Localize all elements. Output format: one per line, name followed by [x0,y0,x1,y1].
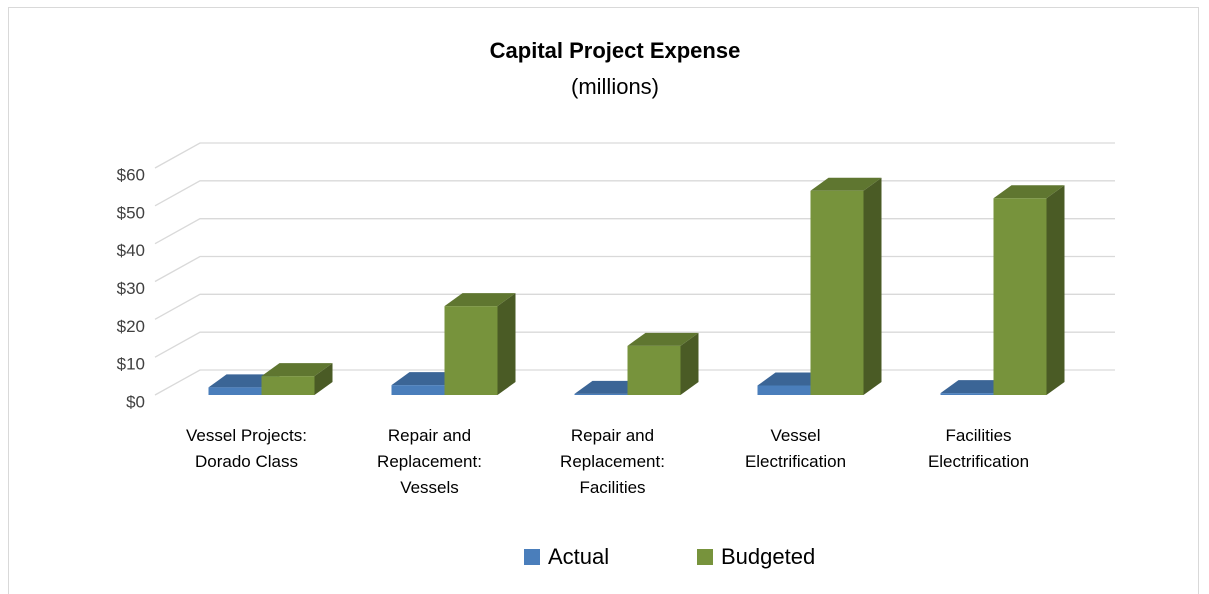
bar-side [314,363,333,395]
bar-top [444,293,516,307]
bar-front [627,345,681,395]
x-tick-label: Facilities Electrification [927,426,1030,471]
bar-front [391,385,445,395]
bar-top [261,363,333,377]
grid-line [154,180,1115,207]
bar-top [810,177,882,191]
bar-side [1046,185,1065,395]
bar-top [627,332,699,346]
x-tick-label: Vessel Projects: Dorado Class [186,426,307,471]
bar [444,293,516,395]
bar-front [993,198,1047,395]
chart-title: Capital Project Expense [490,38,741,63]
bar-front [574,393,628,395]
legend-swatch [524,549,540,565]
bar-front [757,385,811,395]
y-tick-label: $50 [117,203,145,222]
grid-line [154,255,1115,283]
bar [261,363,333,395]
bar-front [940,393,994,395]
grid-line [154,331,1115,358]
y-tick-label: $60 [117,165,145,184]
bar-front [208,387,262,395]
x-tick-label: Repair and Replacement: Facilities [560,426,665,497]
bar-side [680,332,699,395]
bar-front [261,376,315,395]
legend-swatch [697,549,713,565]
bar-front [810,190,864,395]
y-tick-label: $40 [117,241,145,260]
chart-subtitle: (millions) [571,74,659,99]
x-tick-label: Repair and Replacement: Vessels [377,426,482,497]
legend-label: Actual [548,544,609,569]
y-tick-label: $30 [117,279,145,298]
bar-side [863,177,882,395]
x-tick-label: Vessel Electrification [744,426,847,471]
bar [993,185,1065,395]
bar-side [497,293,516,395]
legend-label: Budgeted [721,544,815,569]
y-tick-label: $20 [117,317,145,336]
grid-line [154,293,1115,320]
y-tick-label: $0 [126,392,145,411]
bar-top [993,185,1065,199]
grid-line [154,369,1115,396]
bar-front [444,306,498,395]
grid-line [154,142,1115,169]
y-tick-label: $10 [117,355,145,374]
grid-line [154,218,1115,245]
bar [627,332,699,395]
bar [810,177,882,395]
chart-border [8,7,1199,594]
